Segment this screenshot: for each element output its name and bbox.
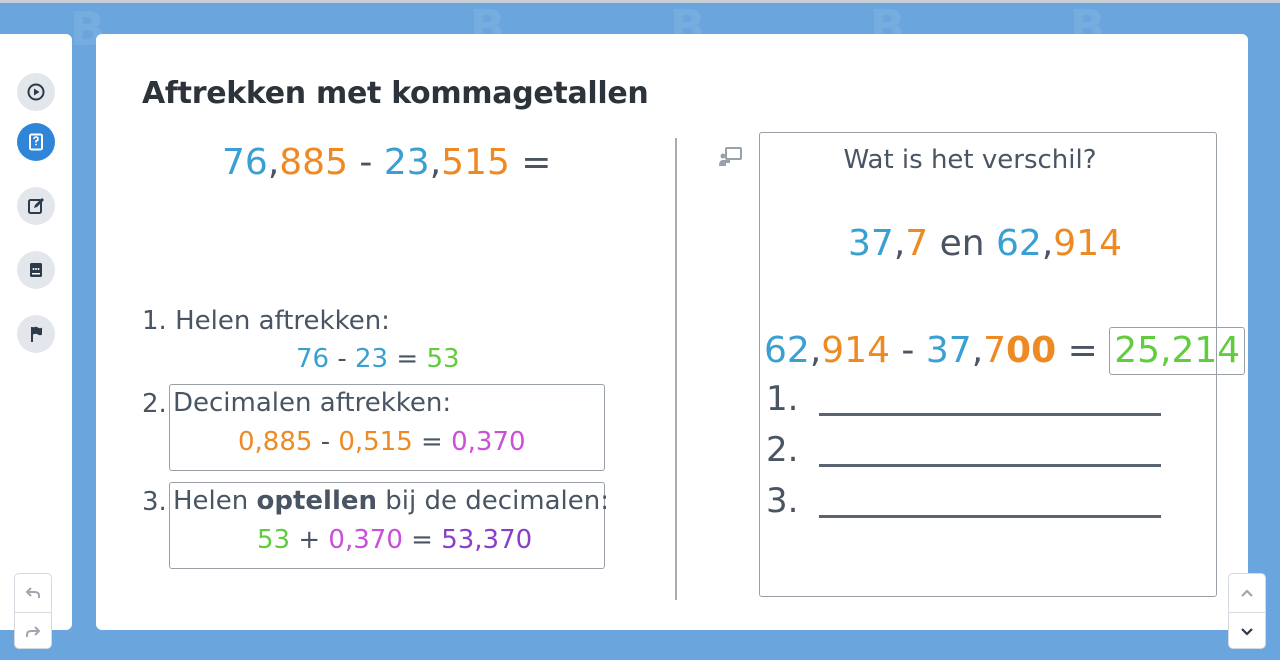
undo-redo-group bbox=[14, 573, 52, 649]
number-decimal: 515 bbox=[441, 142, 510, 183]
number-integer: 62 bbox=[764, 330, 810, 371]
top-border bbox=[0, 0, 1280, 3]
answer-line-label: 1. bbox=[766, 379, 799, 419]
flag-icon bbox=[31, 326, 42, 342]
slide-card: Aftrekken met kommagetallen 76,885 - 23,… bbox=[96, 34, 1248, 630]
chat-book-icon bbox=[30, 263, 42, 277]
operator: - bbox=[347, 142, 384, 183]
step-2-label: Decimalen aftrekken: bbox=[173, 388, 452, 418]
answer-equation: 62,914 - 37,700 = 25,214 bbox=[764, 327, 1246, 375]
number-integer: 37 bbox=[848, 223, 894, 264]
result: 0,370 bbox=[451, 427, 526, 457]
question-numbers: 37,7 en 62,914 bbox=[848, 223, 1122, 264]
number-decimal: 7 bbox=[905, 223, 929, 264]
step-3-equation: 53 + 0,370 = 53,370 bbox=[257, 525, 532, 555]
operator: = bbox=[402, 525, 442, 555]
answer-field[interactable]: 25,214 bbox=[1109, 327, 1246, 375]
scroll-controls bbox=[1228, 573, 1266, 649]
finish-button[interactable] bbox=[17, 315, 55, 353]
tool-sidebar bbox=[0, 34, 72, 630]
answer-line-label: 2. bbox=[766, 430, 799, 470]
page-title: Aftrekken met kommagetallen bbox=[142, 76, 649, 111]
number-integer: 37 bbox=[925, 330, 972, 371]
operand: 23 bbox=[355, 344, 389, 374]
answer-line-2[interactable] bbox=[819, 464, 1161, 467]
number-decimal: 7 bbox=[983, 330, 1007, 371]
undo-icon bbox=[25, 587, 40, 598]
operator: + bbox=[290, 525, 329, 555]
label-text: bij de decimalen: bbox=[377, 486, 610, 516]
operator: = bbox=[388, 344, 427, 374]
operator: = bbox=[509, 142, 552, 183]
comma: , bbox=[971, 330, 984, 371]
chevron-up-icon bbox=[1241, 589, 1253, 597]
step-1-equation: 76 - 23 = 53 bbox=[296, 344, 460, 374]
undo-button[interactable] bbox=[15, 574, 51, 612]
step-1-label: 1. Helen aftrekken: bbox=[142, 306, 390, 336]
redo-icon bbox=[26, 625, 41, 637]
comma: , bbox=[1041, 223, 1054, 264]
question-panel: Wat is het verschil? 37,7 en 62,914 62,9… bbox=[759, 132, 1246, 597]
operand: 0,515 bbox=[338, 427, 413, 457]
comma: , bbox=[809, 330, 822, 371]
number-integer: 62 bbox=[996, 223, 1042, 264]
presenter-toggle[interactable] bbox=[718, 146, 744, 172]
padding-zeros: 00 bbox=[1006, 330, 1057, 371]
play-circle-icon bbox=[27, 83, 45, 101]
operand: 76 bbox=[296, 344, 330, 374]
operand: 0,370 bbox=[328, 525, 403, 555]
step-3-number: 3. bbox=[142, 487, 167, 517]
operator: - bbox=[329, 344, 356, 374]
number-decimal: 914 bbox=[821, 330, 890, 371]
question-title: Wat is het verschil? bbox=[843, 145, 1097, 175]
result: 53,370 bbox=[441, 525, 533, 555]
step-3-box: Helen optellen bij de decimalen: 53 + 0,… bbox=[169, 482, 609, 569]
edit-icon bbox=[28, 198, 44, 214]
chevron-down-icon bbox=[1241, 627, 1253, 636]
scroll-up-button[interactable] bbox=[1229, 574, 1265, 612]
step-3-label: Helen optellen bij de decimalen: bbox=[173, 486, 609, 516]
number-decimal: 885 bbox=[279, 142, 348, 183]
number-integer: 76 bbox=[222, 142, 268, 183]
conjunction: en bbox=[928, 223, 997, 264]
operand: 0,885 bbox=[238, 427, 313, 457]
operator: = bbox=[1056, 330, 1110, 371]
label-text: Helen bbox=[173, 486, 257, 516]
answer-line-label: 3. bbox=[766, 481, 799, 521]
comma: , bbox=[267, 142, 280, 183]
redo-button[interactable] bbox=[15, 612, 51, 650]
comma: , bbox=[429, 142, 442, 183]
result: 53 bbox=[426, 344, 460, 374]
operator: = bbox=[412, 427, 452, 457]
answer-line-1[interactable] bbox=[819, 413, 1161, 416]
operator: - bbox=[312, 427, 339, 457]
question-book-icon bbox=[29, 133, 43, 151]
exercise-button[interactable] bbox=[17, 123, 55, 161]
operator: - bbox=[889, 330, 926, 371]
answer-line-3[interactable] bbox=[819, 515, 1161, 518]
discussion-button[interactable] bbox=[17, 251, 55, 289]
label-emphasis: optellen bbox=[256, 486, 378, 516]
column-divider bbox=[675, 138, 677, 600]
comma: , bbox=[893, 223, 906, 264]
edit-button[interactable] bbox=[17, 187, 55, 225]
number-integer: 23 bbox=[383, 142, 430, 183]
step-2-box: Decimalen aftrekken: 0,885 - 0,515 = 0,3… bbox=[169, 384, 605, 471]
step-2-equation: 0,885 - 0,515 = 0,370 bbox=[238, 427, 526, 457]
play-button[interactable] bbox=[17, 73, 55, 111]
number-decimal: 914 bbox=[1053, 223, 1123, 264]
presenter-icon bbox=[719, 147, 742, 166]
scroll-down-button[interactable] bbox=[1229, 612, 1265, 650]
main-equation: 76,885 - 23,515 = bbox=[222, 142, 551, 183]
operand: 53 bbox=[257, 525, 291, 555]
step-2-number: 2. bbox=[142, 389, 167, 419]
